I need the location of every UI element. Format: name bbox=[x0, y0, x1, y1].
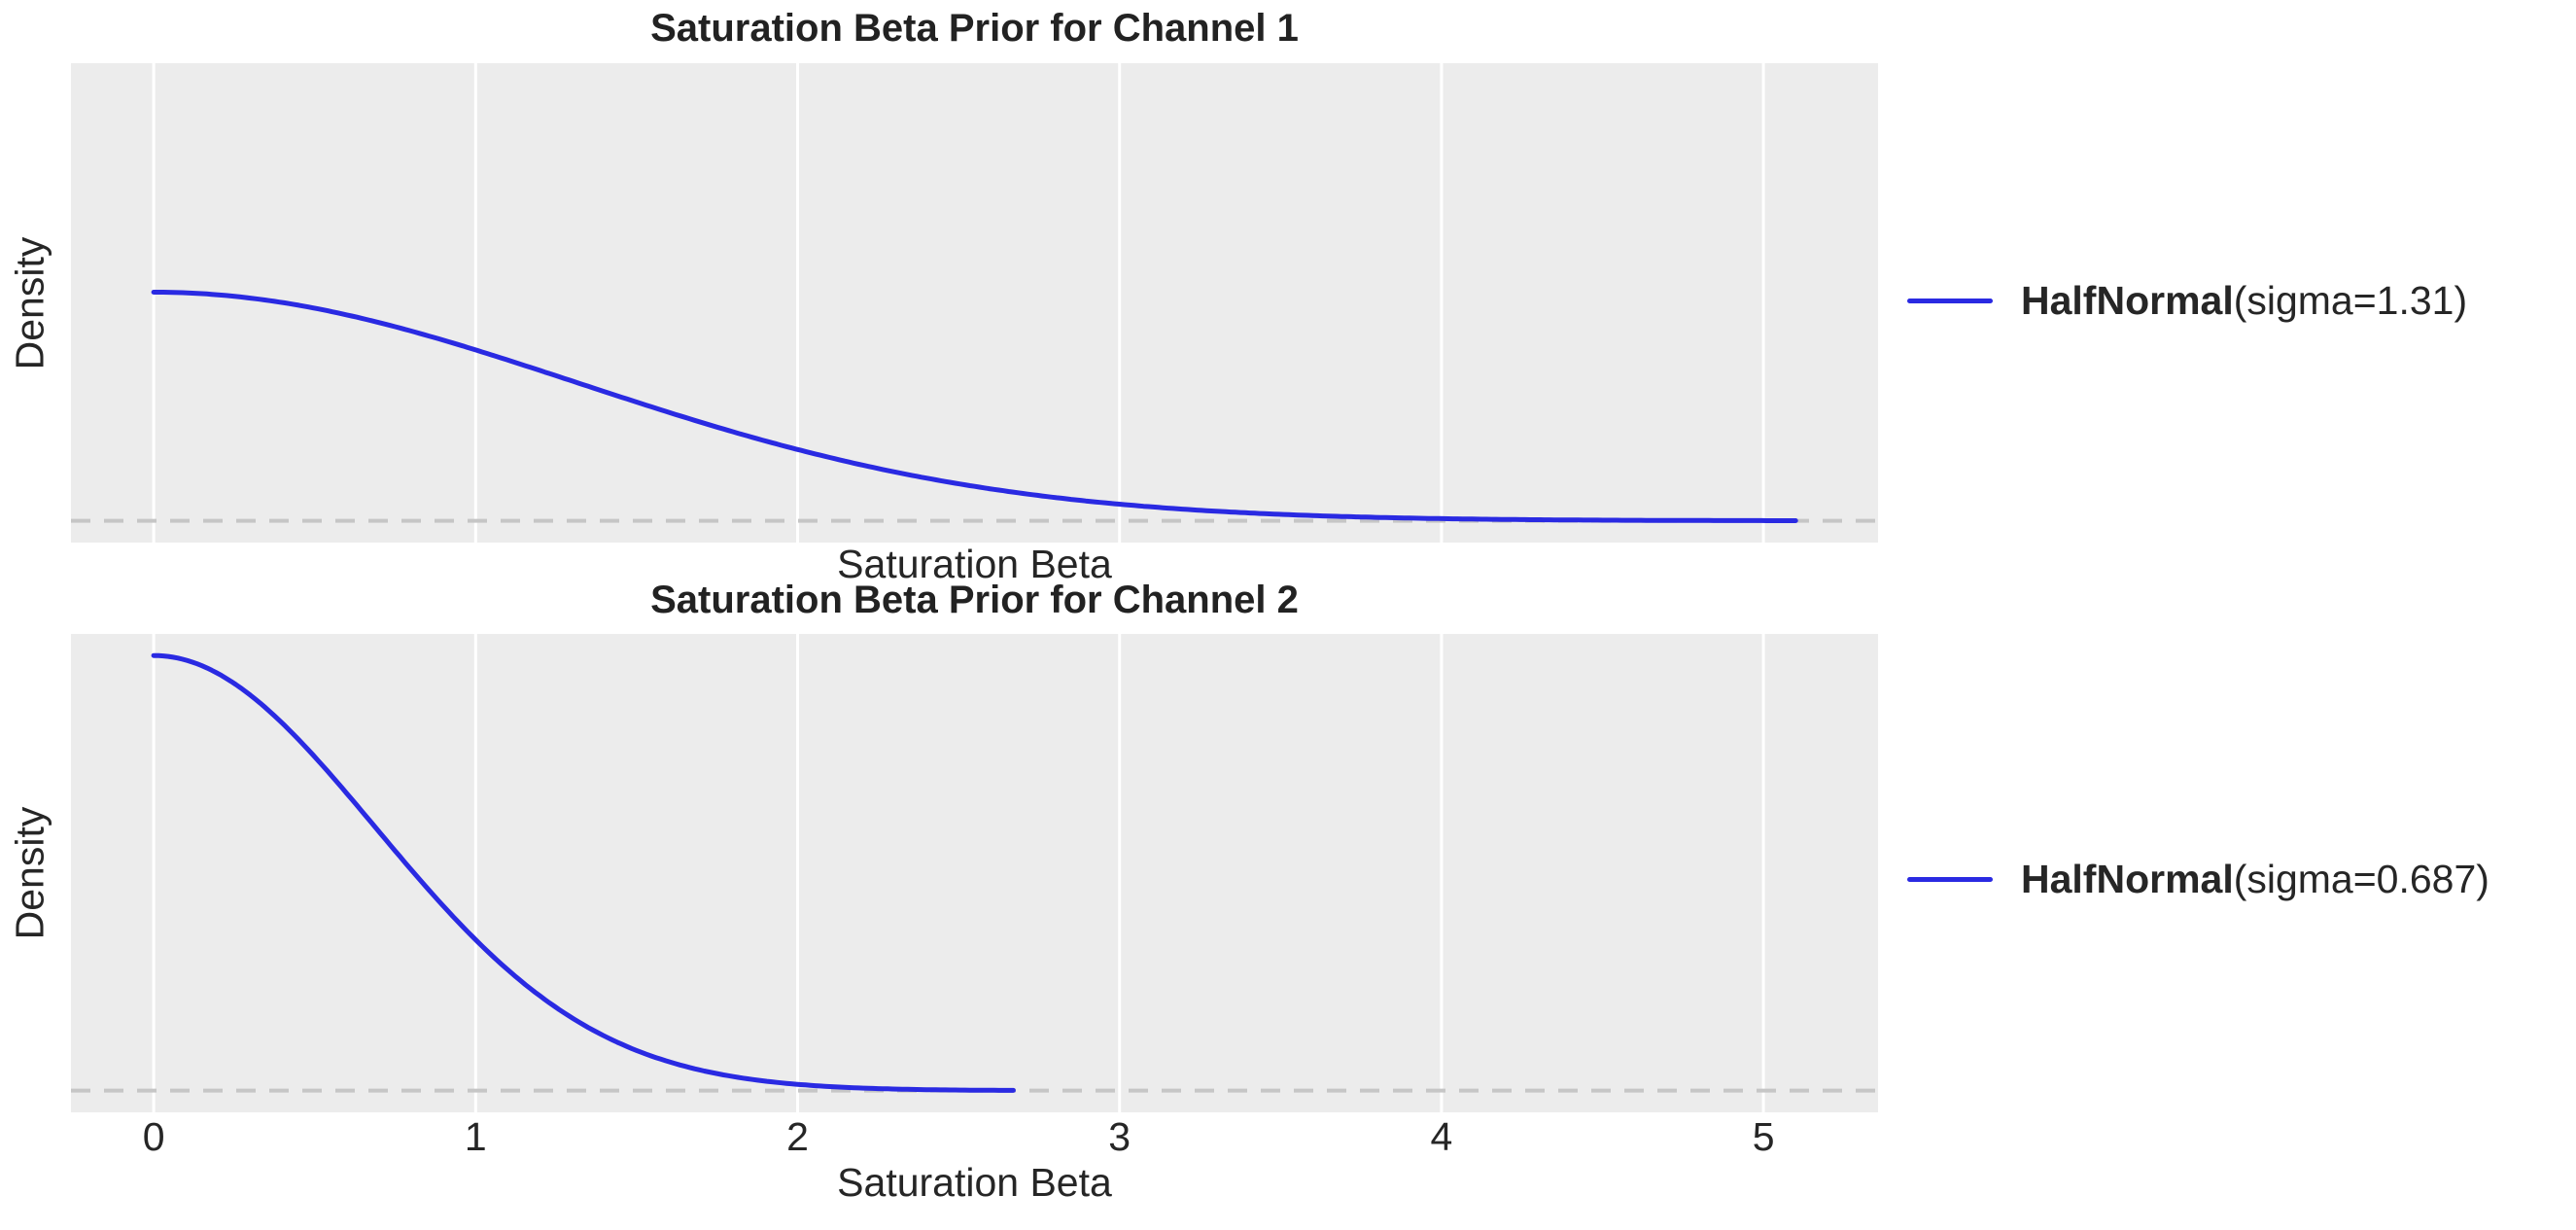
chart2-canvas bbox=[71, 634, 1878, 1112]
chart2-legend-label: HalfNormal(sigma=0.687) bbox=[2021, 857, 2489, 902]
chart2-plot-area bbox=[71, 634, 1878, 1112]
x-tick-label: 4 bbox=[1430, 1114, 1453, 1159]
chart1-legend-line-swatch bbox=[1907, 298, 1993, 303]
chart1-legend-label-params: (sigma=1.31) bbox=[2233, 277, 2468, 323]
chart2-legend-label-params: (sigma=0.687) bbox=[2233, 856, 2489, 901]
x-tick-label: 1 bbox=[464, 1114, 487, 1159]
chart2-x-axis-label: Saturation Beta bbox=[837, 1160, 1112, 1205]
chart2-title: Saturation Beta Prior for Channel 2 bbox=[650, 579, 1299, 621]
chart1-title: Saturation Beta Prior for Channel 1 bbox=[650, 7, 1299, 50]
x-tick-label: 0 bbox=[142, 1114, 165, 1159]
x-tick-label: 5 bbox=[1752, 1114, 1775, 1159]
chart1-canvas bbox=[71, 63, 1878, 543]
chart1-legend-label-distribution: HalfNormal bbox=[2021, 277, 2234, 323]
chart2-legend-label-distribution: HalfNormal bbox=[2021, 856, 2234, 901]
chart1-legend-label: HalfNormal(sigma=1.31) bbox=[2021, 278, 2467, 324]
chart1-legend: HalfNormal(sigma=1.31) bbox=[1907, 273, 2467, 328]
chart2-legend: HalfNormal(sigma=0.687) bbox=[1907, 852, 2489, 906]
x-tick-label: 3 bbox=[1108, 1114, 1131, 1159]
chart2-legend-line-swatch bbox=[1907, 876, 1993, 882]
chart1-x-axis-label: Saturation Beta bbox=[837, 542, 1112, 586]
x-tick-label: 2 bbox=[786, 1114, 809, 1159]
chart1-plot-area bbox=[71, 63, 1878, 543]
